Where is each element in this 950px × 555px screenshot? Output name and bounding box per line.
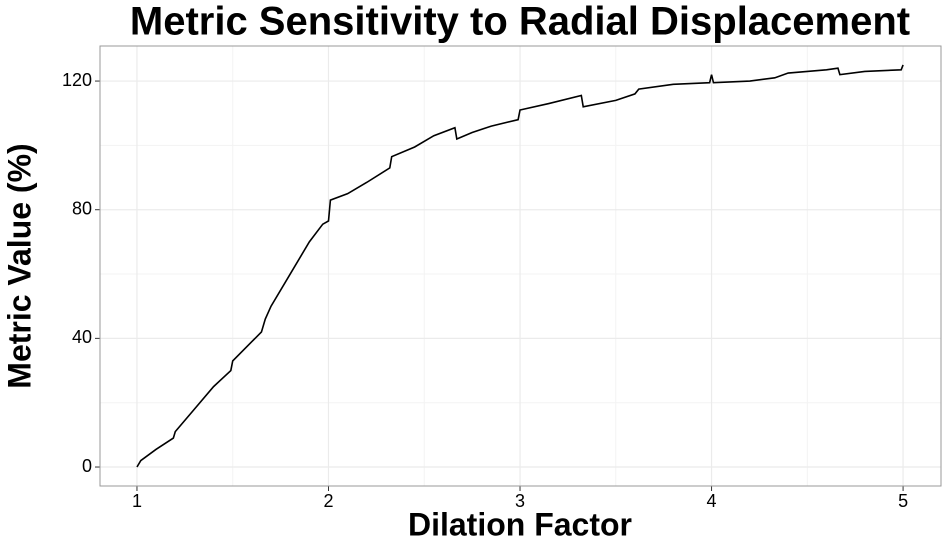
- x-tick-label: 2: [323, 491, 333, 511]
- line: [136, 64, 904, 468]
- x-tick-label: 4: [707, 491, 717, 511]
- x-tick-label: 3: [515, 491, 525, 511]
- x-tick-label: 1: [132, 491, 142, 511]
- panel-border: [99, 45, 942, 487]
- x-tick-label: 5: [898, 491, 908, 511]
- y-tick-label: 80: [72, 198, 92, 218]
- y-tick-label: 120: [62, 70, 92, 90]
- y-axis-label: Metric Value (%): [1, 143, 37, 388]
- y-tick-label: 0: [82, 456, 92, 476]
- chart-title: Metric Sensitivity to Radial Displacemen…: [130, 0, 910, 44]
- y-tick-label: 40: [72, 327, 92, 347]
- x-axis-label: Dilation Factor: [408, 506, 632, 542]
